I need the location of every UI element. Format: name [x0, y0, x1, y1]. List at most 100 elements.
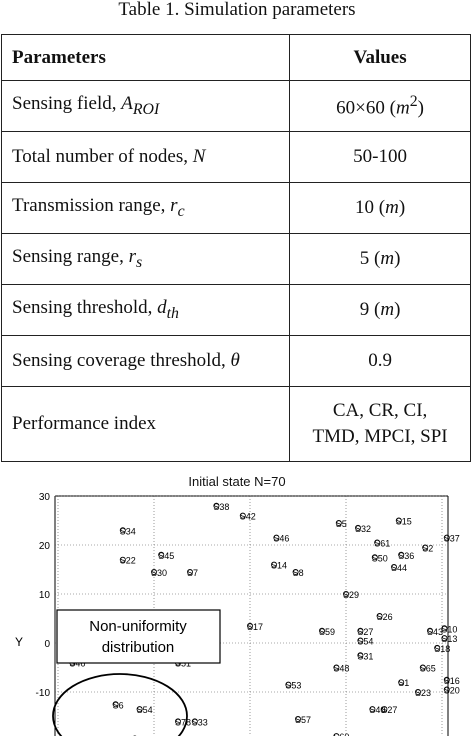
- table-row: Total number of nodes, N 50-100: [0, 131, 471, 183]
- sensor-node-point: [357, 627, 364, 634]
- sensor-node-point: [292, 568, 299, 575]
- y-tick-label: 20: [39, 541, 51, 552]
- sensor-node-point: [333, 733, 340, 736]
- sensor-node-label: S54: [137, 705, 153, 715]
- sensor-node-label: S44: [391, 563, 407, 573]
- param-cell: Sensing coverage threshold, θ: [0, 335, 291, 387]
- table-row: Sensing coverage threshold, θ 0.9: [0, 335, 471, 387]
- sensor-node-point: [354, 524, 361, 531]
- sensor-node-point: [398, 679, 405, 686]
- sensor-node-point: [294, 715, 301, 722]
- y-tick-label: 30: [39, 492, 51, 503]
- table-row: Sensing range, rs 5 (m): [0, 233, 471, 285]
- sensor-node-point: [273, 534, 280, 541]
- value-cell: 9 (m): [289, 284, 471, 336]
- sensor-node-point: [112, 701, 119, 708]
- sensor-node-point: [246, 622, 253, 629]
- param-cell: Sensing field, AROI: [0, 80, 291, 132]
- sensor-node-label: S15: [396, 517, 412, 527]
- sensor-node-point: [186, 568, 193, 575]
- sensor-node-label: S26: [377, 612, 393, 622]
- sensor-node-point: [136, 706, 143, 713]
- table-header-row: Parameters Values: [0, 34, 471, 81]
- sensor-node-label: S37: [444, 534, 460, 544]
- table-row: Sensing field, AROI 60×60 (m2): [0, 80, 471, 132]
- node-distribution-plot: 30 20 10 0 -10 Y S34 S22 S45 S30 S7 S38 S42 S46 S14 S…: [15, 492, 460, 736]
- sensor-node-point: [213, 502, 220, 509]
- sensor-node-point: [119, 527, 126, 534]
- sensor-node-label: S27: [357, 627, 373, 637]
- sensor-node-label: S53: [285, 681, 301, 691]
- value-cell: 5 (m): [289, 233, 471, 285]
- y-tick-label: 0: [44, 639, 50, 650]
- sensor-node-point: [443, 534, 450, 541]
- sensor-node-label: S1: [398, 678, 409, 688]
- sensor-node-point: [443, 686, 450, 693]
- sensor-node-label: S36: [398, 551, 414, 561]
- sensor-node-point: [191, 718, 198, 725]
- sensor-node-label: S22: [120, 556, 136, 566]
- value-cell: 10 (m): [289, 182, 471, 234]
- sensor-node-label: S7: [187, 568, 198, 578]
- value-cell: 60×60 (m2): [289, 80, 471, 132]
- sensor-node-point: [398, 551, 405, 558]
- sensor-node-point: [270, 561, 277, 568]
- sensor-node-point: [443, 676, 450, 683]
- sensor-node-label: S20: [444, 686, 460, 696]
- annotation-line1: Non-uniformity: [89, 618, 187, 635]
- sensor-node-point: [434, 644, 441, 651]
- table-row: Transmission range, rc 10 (m): [0, 182, 471, 234]
- table-row: Performance index CA, CR, CI, TMD, MPCI, …: [0, 386, 471, 462]
- sensor-node-point: [158, 551, 165, 558]
- annotation-line2: distribution: [102, 639, 175, 656]
- sensor-node-label: S65: [420, 664, 436, 674]
- sensor-node-label: S43: [427, 627, 443, 637]
- table-row: Sensing threshold, dth 9 (m): [0, 284, 471, 336]
- sensor-node-label: S8: [293, 568, 304, 578]
- sensor-node-label: S13: [441, 634, 457, 644]
- simulation-parameters-table: Parameters Values Sensing field, AROI 60…: [0, 34, 471, 462]
- sensor-node-label: S59: [319, 627, 335, 637]
- sensor-node-point: [369, 706, 376, 713]
- sensor-node-label: S6: [113, 700, 124, 710]
- plot-title: Initial state N=70: [188, 474, 286, 489]
- sensor-node-point: [414, 688, 421, 695]
- sensor-node-label: S50: [372, 553, 388, 563]
- sensor-node-label: S5: [336, 519, 347, 529]
- value-cell: 0.9: [289, 335, 471, 387]
- sensor-node-label: S34: [120, 526, 136, 536]
- sensor-node-point: [174, 718, 181, 725]
- sensor-node-label: S46: [273, 534, 289, 544]
- sensor-node-point: [285, 681, 292, 688]
- sensor-node-label: S18: [434, 644, 450, 654]
- sensor-node-point: [371, 554, 378, 561]
- sensor-node-point: [357, 637, 364, 644]
- y-axis-label: Y: [15, 635, 23, 649]
- sensor-node-label: S40: [369, 705, 385, 715]
- y-tick-label: 10: [39, 590, 51, 601]
- sensor-node-label: S31: [357, 651, 373, 661]
- sensor-node-label: S42: [240, 512, 256, 522]
- sensor-node-label: S14: [271, 561, 287, 571]
- sensor-node-point: [357, 652, 364, 659]
- sensor-node-label: S69: [132, 735, 148, 736]
- param-cell: Sensing range, rs: [0, 233, 291, 285]
- sensor-node-label: S29: [343, 590, 359, 600]
- header-parameters: Parameters: [0, 34, 291, 81]
- sensor-node-label: S30: [151, 568, 167, 578]
- annotation-box: [56, 609, 221, 664]
- sensor-node-label: S57: [295, 715, 311, 725]
- sensor-node-point: [119, 556, 126, 563]
- sensor-node-label: S23: [415, 688, 431, 698]
- sensor-node-label: S16: [444, 676, 460, 686]
- sensor-node-label: S54: [357, 637, 373, 647]
- sensor-node-point: [381, 706, 388, 713]
- sensor-node-point: [441, 625, 448, 632]
- sensor-node-point: [419, 664, 426, 671]
- sensor-node-label: S78: [175, 717, 191, 727]
- sensor-node-label: S48: [333, 664, 349, 674]
- sensor-node-point: [426, 627, 433, 634]
- sensor-node-point: [150, 568, 157, 575]
- sensor-node-point: [318, 627, 325, 634]
- sensor-node-point: [239, 512, 246, 519]
